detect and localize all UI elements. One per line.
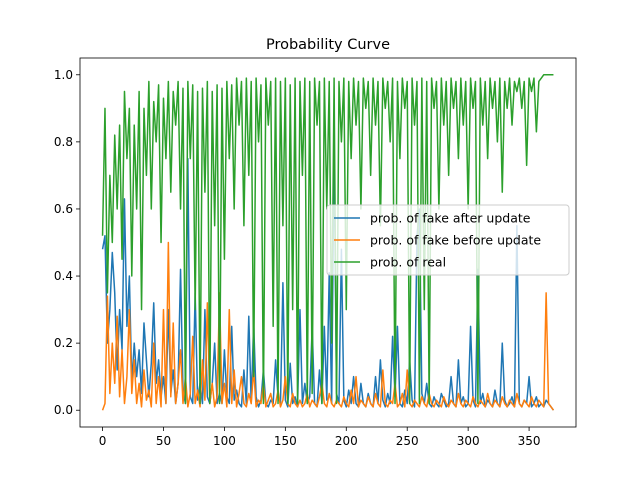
legend-label-0: prob. of fake after update <box>370 211 531 226</box>
x-tick-label: 100 <box>213 434 236 448</box>
series-line-1 <box>101 241 555 411</box>
x-tick-label: 250 <box>396 434 419 448</box>
x-tick-label: 0 <box>99 434 107 448</box>
y-axis: 0.0 0.2 0.4 0.6 0.8 1.0 <box>54 68 80 417</box>
y-tick-label: 1.0 <box>54 68 73 82</box>
x-tick-label: 50 <box>156 434 171 448</box>
series-line-2 <box>101 74 554 405</box>
plot-frame <box>79 57 577 428</box>
legend-box <box>326 204 570 276</box>
y-tick-label: 0.6 <box>54 202 73 216</box>
x-tick-label: 350 <box>518 434 541 448</box>
x-tick-label: 150 <box>274 434 297 448</box>
legend-label-2: prob. of real <box>370 255 446 270</box>
y-tick-label: 0.2 <box>54 336 73 350</box>
series-layer <box>101 74 555 411</box>
x-tick-label: 300 <box>457 434 480 448</box>
legend-label-1: prob. of fake before update <box>370 233 541 248</box>
legend: prob. of fake after update prob. of fake … <box>326 204 570 276</box>
chart-title: Probability Curve <box>266 37 390 53</box>
y-tick-label: 0.4 <box>54 269 73 283</box>
y-tick-label: 0.0 <box>54 403 73 417</box>
x-tick-label: 200 <box>335 434 358 448</box>
x-axis: 0 50 100 150 200 250 300 350 <box>99 427 541 448</box>
y-tick-label: 0.8 <box>54 135 73 149</box>
